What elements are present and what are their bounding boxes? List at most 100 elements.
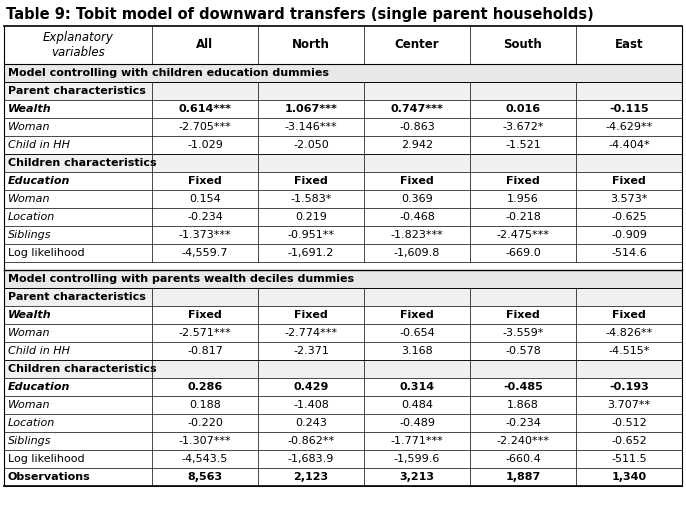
Text: Fixed: Fixed	[188, 310, 222, 320]
Text: 0.219: 0.219	[295, 212, 327, 222]
Text: -2.705***: -2.705***	[178, 122, 231, 132]
Text: -1.307***: -1.307***	[178, 436, 231, 446]
Text: -1.521: -1.521	[505, 140, 541, 150]
Text: -3.146***: -3.146***	[285, 122, 338, 132]
Text: Explanatory
variables: Explanatory variables	[43, 31, 113, 59]
Text: Education: Education	[8, 382, 71, 392]
Text: Fixed: Fixed	[506, 176, 540, 186]
Text: All: All	[196, 39, 213, 51]
Text: -1,599.6: -1,599.6	[394, 454, 440, 464]
Text: -1.771***: -1.771***	[390, 436, 443, 446]
Text: Education: Education	[8, 176, 71, 186]
Text: Fixed: Fixed	[294, 310, 328, 320]
Text: Model controlling with parents wealth deciles dummies: Model controlling with parents wealth de…	[8, 274, 354, 284]
Text: -0.115: -0.115	[609, 104, 649, 114]
Bar	[4, 288, 682, 306]
Text: Observations: Observations	[8, 472, 91, 482]
Text: 0.369: 0.369	[401, 194, 433, 204]
Bar	[4, 396, 682, 414]
Text: -0.625: -0.625	[611, 212, 647, 222]
Bar	[4, 450, 682, 468]
Text: 0.286: 0.286	[187, 382, 223, 392]
Text: 3.707**: 3.707**	[607, 400, 650, 410]
Text: Children characteristics: Children characteristics	[8, 364, 156, 374]
Text: 3.168: 3.168	[401, 346, 433, 356]
Text: -1.373***: -1.373***	[178, 230, 231, 240]
Text: -0.951**: -0.951**	[287, 230, 335, 240]
Text: Log likelihood: Log likelihood	[8, 454, 84, 464]
Text: 3.573*: 3.573*	[611, 194, 648, 204]
Text: 0.016: 0.016	[506, 104, 541, 114]
Text: Woman: Woman	[8, 400, 51, 410]
Text: -0.512: -0.512	[611, 418, 647, 428]
Text: -0.654: -0.654	[399, 328, 435, 338]
Bar	[4, 414, 682, 432]
Text: Fixed: Fixed	[294, 176, 328, 186]
Text: Parent characteristics: Parent characteristics	[8, 86, 146, 96]
Text: Siblings: Siblings	[8, 230, 51, 240]
Bar	[4, 136, 682, 154]
Text: -4.515*: -4.515*	[608, 346, 650, 356]
Text: Fixed: Fixed	[612, 176, 646, 186]
Text: -4.629**: -4.629**	[605, 122, 652, 132]
Bar	[4, 82, 682, 100]
Text: Child in HH: Child in HH	[8, 346, 70, 356]
Bar	[4, 190, 682, 208]
Text: Siblings: Siblings	[8, 436, 51, 446]
Bar	[4, 100, 682, 118]
Text: -0.220: -0.220	[187, 418, 223, 428]
Bar	[4, 324, 682, 342]
Text: 0.429: 0.429	[294, 382, 329, 392]
Bar	[4, 306, 682, 324]
Text: Fixed: Fixed	[188, 176, 222, 186]
Text: 0.484: 0.484	[401, 400, 433, 410]
Text: Log likelihood: Log likelihood	[8, 248, 84, 258]
Text: Fixed: Fixed	[400, 310, 434, 320]
Text: South: South	[504, 39, 543, 51]
Bar	[4, 26, 682, 64]
Text: Fixed: Fixed	[612, 310, 646, 320]
Text: -3.672*: -3.672*	[502, 122, 544, 132]
Text: -511.5: -511.5	[611, 454, 647, 464]
Text: Woman: Woman	[8, 194, 51, 204]
Bar	[4, 154, 682, 172]
Text: -0.863: -0.863	[399, 122, 435, 132]
Text: 2,123: 2,123	[294, 472, 329, 482]
Bar	[4, 208, 682, 226]
Text: Parent characteristics: Parent characteristics	[8, 292, 146, 302]
Text: -2.571***: -2.571***	[178, 328, 231, 338]
Text: -0.234: -0.234	[187, 212, 223, 222]
Text: 1.868: 1.868	[507, 400, 539, 410]
Text: 0.188: 0.188	[189, 400, 221, 410]
Text: 1,340: 1,340	[611, 472, 647, 482]
Text: -1.408: -1.408	[293, 400, 329, 410]
Text: -1,609.8: -1,609.8	[394, 248, 440, 258]
Text: -0.909: -0.909	[611, 230, 647, 240]
Text: -514.6: -514.6	[611, 248, 647, 258]
Text: -0.489: -0.489	[399, 418, 435, 428]
Text: Model controlling with children education dummies: Model controlling with children educatio…	[8, 68, 329, 78]
Text: Children characteristics: Children characteristics	[8, 158, 156, 168]
Text: -4,559.7: -4,559.7	[182, 248, 228, 258]
Text: Location: Location	[8, 212, 56, 222]
Bar	[4, 432, 682, 450]
Bar	[4, 378, 682, 396]
Bar	[4, 360, 682, 378]
Text: -669.0: -669.0	[505, 248, 541, 258]
Text: -0.193: -0.193	[609, 382, 649, 392]
Bar	[4, 226, 682, 244]
Text: 0.314: 0.314	[399, 382, 434, 392]
Text: 0.243: 0.243	[295, 418, 327, 428]
Text: Woman: Woman	[8, 122, 51, 132]
Bar	[4, 342, 682, 360]
Text: -0.862**: -0.862**	[287, 436, 335, 446]
Text: Table 9: Tobit model of downward transfers (single parent households): Table 9: Tobit model of downward transfe…	[6, 7, 594, 23]
Text: 8,563: 8,563	[187, 472, 222, 482]
Text: -0.652: -0.652	[611, 436, 647, 446]
Bar	[4, 172, 682, 190]
Text: -0.817: -0.817	[187, 346, 223, 356]
Text: -2.240***: -2.240***	[497, 436, 549, 446]
Text: -1,683.9: -1,683.9	[288, 454, 334, 464]
Bar	[4, 118, 682, 136]
Text: -0.468: -0.468	[399, 212, 435, 222]
